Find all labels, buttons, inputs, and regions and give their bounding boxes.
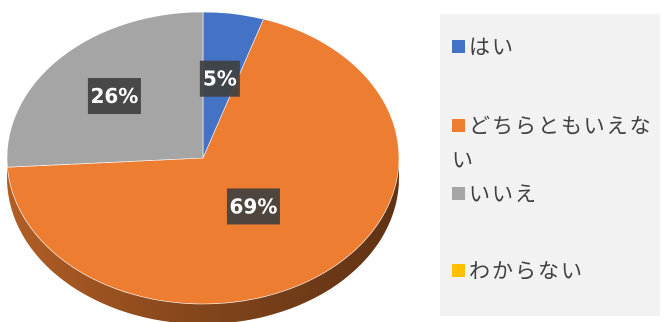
legend-label-0: はい <box>469 35 515 59</box>
data-label-1: 69% <box>226 188 280 225</box>
pie-plot: 5% 69% 26% <box>6 11 400 322</box>
data-label-text-0: 5% <box>203 67 237 91</box>
data-label-text-1: 69% <box>230 194 278 218</box>
legend-item-3: わからない <box>452 254 657 288</box>
pie-slice-1 <box>7 18 400 305</box>
legend-swatch-2 <box>452 187 465 200</box>
data-label-0: 5% <box>199 60 240 97</box>
legend-item-0: はい <box>452 30 657 64</box>
legend-label-2: いいえ <box>469 182 538 206</box>
data-label-2: 26% <box>87 78 141 115</box>
legend-item-2: いいえ <box>452 177 657 211</box>
legend-swatch-0 <box>452 40 465 53</box>
legend-label-3: わからない <box>469 259 584 283</box>
legend-label-1: どちらともいえない <box>452 114 653 172</box>
legend-item-1: どちらともいえない <box>452 109 657 177</box>
legend-swatch-1 <box>452 119 465 132</box>
data-label-text-2: 26% <box>90 84 138 108</box>
legend: はいどちらともいえないいいえわからない <box>440 14 660 316</box>
legend-swatch-3 <box>452 264 465 277</box>
